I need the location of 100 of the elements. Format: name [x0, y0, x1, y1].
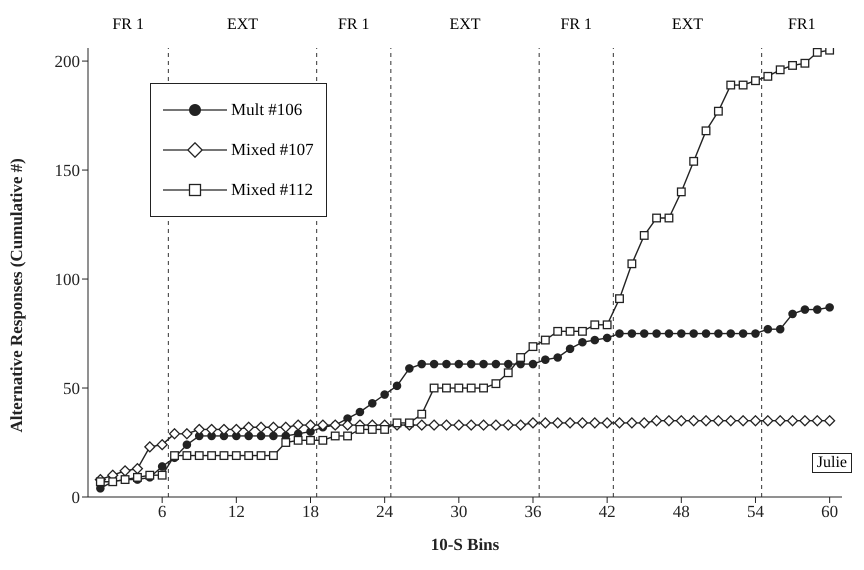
point — [492, 360, 500, 368]
point — [268, 451, 278, 460]
point — [762, 415, 774, 426]
y-tick-label: 50 — [63, 379, 80, 398]
point — [578, 338, 587, 347]
annotation: Julie — [812, 453, 852, 473]
point — [96, 477, 105, 486]
point — [552, 417, 564, 428]
point — [417, 410, 426, 419]
point — [800, 305, 810, 314]
point — [627, 259, 636, 268]
point — [318, 436, 328, 445]
point — [144, 441, 156, 452]
point — [244, 451, 254, 460]
point — [812, 415, 823, 426]
point — [677, 329, 686, 338]
point — [788, 310, 797, 318]
legend-label: Mixed #112 — [231, 180, 314, 200]
point — [738, 415, 749, 426]
text: EXT — [449, 16, 481, 34]
point — [392, 418, 402, 428]
point — [442, 384, 451, 392]
point — [825, 303, 834, 312]
point — [590, 320, 600, 330]
point — [712, 415, 724, 426]
point — [392, 382, 402, 390]
point — [368, 398, 377, 408]
point — [738, 80, 748, 90]
point — [158, 462, 166, 471]
point — [774, 415, 786, 426]
point — [466, 384, 476, 392]
point — [602, 417, 613, 428]
point — [243, 422, 254, 433]
x-tick-label: 36 — [524, 502, 542, 522]
point — [440, 419, 452, 431]
point — [132, 463, 144, 474]
point — [527, 417, 539, 428]
point — [689, 329, 698, 338]
point — [602, 334, 612, 342]
point — [540, 336, 550, 345]
point — [702, 126, 710, 136]
point — [281, 438, 290, 447]
point — [430, 360, 438, 368]
point — [751, 76, 760, 86]
point — [454, 360, 464, 368]
x-tick-label: 42 — [598, 502, 616, 522]
point — [194, 451, 204, 460]
point — [479, 384, 488, 392]
point — [812, 305, 822, 314]
point — [602, 320, 612, 330]
text: FR 1 — [112, 16, 144, 34]
text: FR 1 — [338, 16, 370, 34]
point — [368, 424, 377, 434]
point — [652, 329, 661, 338]
x-tick-label: 48 — [672, 502, 690, 522]
point — [540, 417, 551, 428]
y-tick-label: 0 — [72, 488, 80, 508]
point — [664, 329, 674, 338]
point — [280, 422, 292, 433]
x-tick-label: 60 — [821, 502, 838, 522]
point — [566, 326, 575, 336]
point — [502, 419, 514, 431]
point — [824, 415, 836, 426]
point — [132, 472, 142, 482]
point — [664, 214, 674, 222]
point — [181, 428, 192, 440]
point — [491, 379, 500, 388]
point — [776, 324, 784, 334]
point — [256, 432, 266, 440]
point — [343, 432, 352, 440]
point — [825, 48, 834, 55]
point — [294, 436, 303, 445]
point — [244, 432, 253, 440]
point — [651, 415, 662, 426]
point — [442, 360, 451, 368]
text: EXT — [672, 16, 704, 34]
point — [702, 329, 710, 338]
point — [553, 353, 562, 362]
point — [725, 415, 736, 426]
point — [676, 415, 687, 426]
x-tick-label: 18 — [302, 502, 319, 522]
point — [478, 419, 490, 431]
x-tick-label: 30 — [450, 502, 468, 522]
point — [589, 417, 600, 428]
point — [207, 451, 216, 460]
point — [590, 336, 600, 344]
point — [380, 424, 390, 434]
point — [528, 360, 538, 368]
point — [788, 60, 798, 70]
point — [405, 364, 414, 373]
point — [220, 451, 228, 460]
point — [799, 415, 811, 426]
point — [763, 72, 772, 81]
point — [700, 415, 712, 426]
point — [714, 329, 723, 338]
point — [156, 439, 168, 450]
x-tick-label: 54 — [746, 502, 764, 522]
y-tick-label: 100 — [54, 270, 80, 290]
point — [751, 329, 760, 338]
point — [268, 422, 279, 433]
